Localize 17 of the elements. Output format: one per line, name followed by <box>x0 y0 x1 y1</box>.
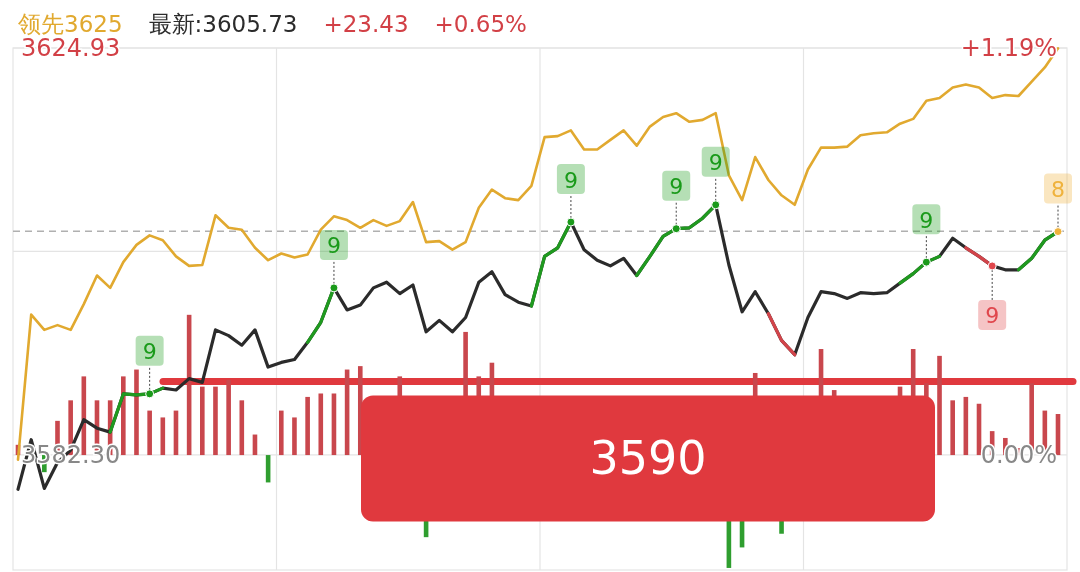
annotation: 9 <box>708 150 723 176</box>
annotation: 9 <box>563 167 578 193</box>
annotation: 9 <box>669 174 684 200</box>
chart-subtitle: +0.65% <box>434 11 527 37</box>
text: 领先3625 <box>18 11 123 37</box>
ref-line-label: 3590 <box>589 431 707 486</box>
y2-tick-label: 0.00% <box>980 441 1057 470</box>
text: 最新:3605.73 <box>148 11 298 37</box>
annotation: 8 <box>1051 177 1065 203</box>
annotation: 9 <box>919 207 934 233</box>
marker-label: 9 <box>978 265 1007 330</box>
y-tick-label: 3624.93 <box>21 34 121 62</box>
chart-title: +23.43 <box>323 11 409 37</box>
annotation: 9 <box>985 303 1000 329</box>
annotation: 9 <box>142 339 157 365</box>
annotation: 9 <box>326 233 341 259</box>
y2-tick-label: +1.19% <box>960 34 1057 62</box>
